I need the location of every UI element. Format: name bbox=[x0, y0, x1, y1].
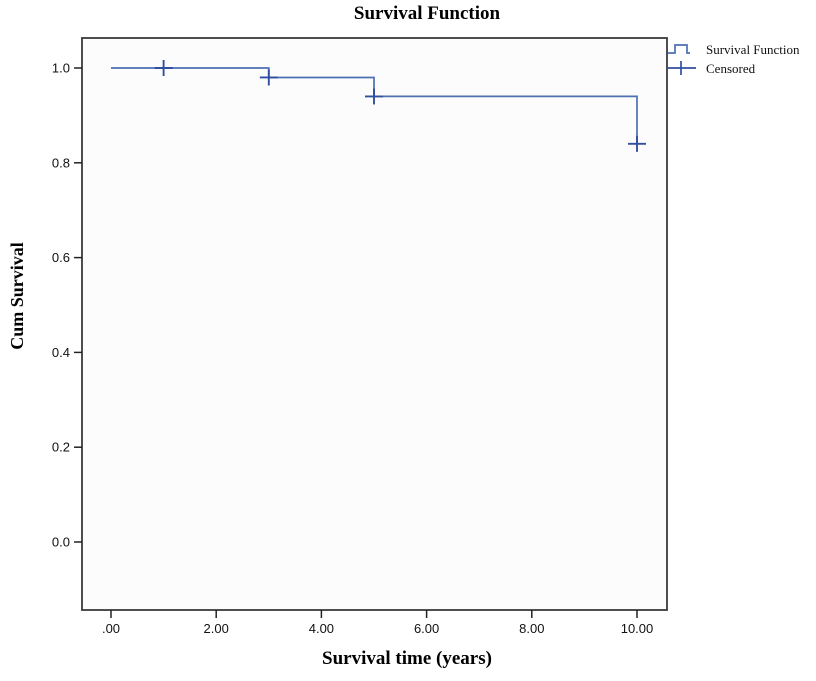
x-axis-ticks: .00 2.00 4.00 6.00 8.00 10.00 bbox=[102, 610, 653, 636]
legend-step-line-icon bbox=[668, 44, 690, 54]
y-tick-label: 0.6 bbox=[52, 250, 70, 265]
legend-label-censored: Censored bbox=[706, 61, 756, 76]
censored-mark bbox=[628, 135, 646, 152]
y-tick-label: 0.0 bbox=[52, 535, 70, 550]
y-tick-label: 0.4 bbox=[52, 345, 70, 360]
y-tick-label: 1.0 bbox=[52, 61, 70, 76]
legend-censored-plus-icon bbox=[668, 61, 696, 75]
survival-step-line bbox=[111, 67, 638, 144]
x-tick-label: 4.00 bbox=[309, 621, 334, 636]
censored-marks bbox=[154, 60, 646, 152]
censored-mark bbox=[259, 69, 278, 86]
x-tick-label: .00 bbox=[102, 621, 120, 636]
x-tick-label: 6.00 bbox=[414, 621, 439, 636]
chart-title: Survival Function bbox=[353, 3, 501, 24]
y-axis-ticks: 0.0 0.2 0.4 0.6 0.8 1.0 bbox=[52, 61, 82, 550]
y-tick-label: 0.8 bbox=[52, 155, 70, 170]
x-tick-label: 10.00 bbox=[621, 621, 654, 636]
legend-label-survival: Survival Function bbox=[706, 42, 800, 57]
x-tick-label: 8.00 bbox=[519, 621, 544, 636]
legend: Survival Function Censored bbox=[668, 42, 800, 76]
y-tick-label: 0.2 bbox=[52, 440, 70, 455]
x-axis-title: Survival time (years) bbox=[322, 648, 492, 669]
censored-mark bbox=[154, 60, 173, 76]
plot-area bbox=[81, 37, 668, 611]
censored-mark bbox=[365, 88, 383, 105]
x-tick-label: 2.00 bbox=[204, 621, 229, 636]
